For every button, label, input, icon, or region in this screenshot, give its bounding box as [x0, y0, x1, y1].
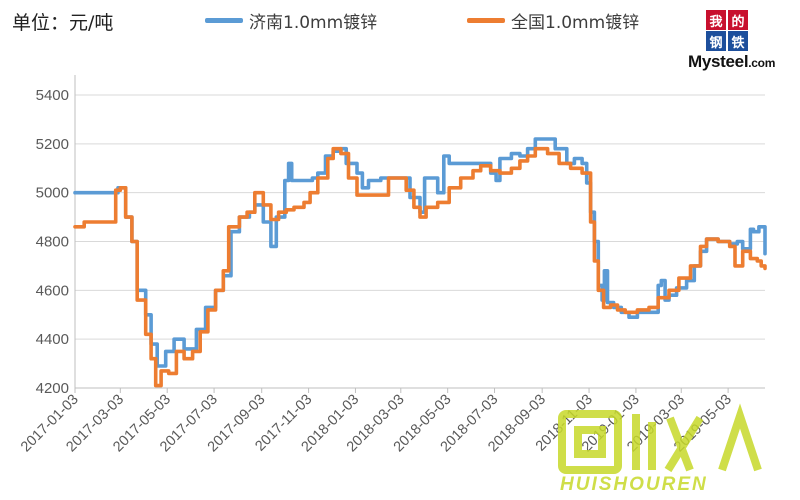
y-tick-label: 5200: [36, 136, 69, 153]
legend-label-jinan: 济南1.0mm镀锌: [249, 12, 378, 33]
y-tick-label: 4400: [36, 331, 69, 348]
series-line-jinan: [73, 137, 767, 368]
watermark-text: HUISHOUREN: [560, 474, 708, 495]
y-tick-label: 4800: [36, 234, 69, 251]
watermark-logo: HUISHOUREN: [540, 400, 770, 500]
logo-char-3: 钢: [706, 31, 726, 51]
y-tick-label: 5000: [36, 185, 69, 202]
logo-text: Mysteel.com: [688, 52, 776, 71]
logo-char-2: 的: [728, 10, 748, 30]
series-line-national: [73, 146, 767, 388]
legend-swatch-jinan: [205, 17, 243, 23]
legend-label-national: 全国1.0mm镀锌: [511, 12, 640, 33]
legend-swatch-national: [467, 17, 505, 23]
logo-char-4: 铁: [728, 31, 748, 51]
watermark-box-outer: [558, 410, 622, 474]
y-tick-label: 5400: [36, 87, 69, 104]
legend-item-national: 全国1.0mm镀锌: [467, 8, 640, 33]
watermark-box-inner: [574, 426, 606, 458]
watermark-peak: [718, 403, 762, 472]
watermark-glyphs: [558, 403, 762, 474]
logo-char-1: 我: [706, 10, 726, 30]
y-tick-label: 4200: [36, 380, 69, 397]
watermark-strokes: [632, 414, 704, 473]
legend-item-jinan: 济南1.0mm镀锌: [205, 8, 378, 33]
y-tick-label: 4600: [36, 282, 69, 299]
mysteel-logo: 我 的 钢 铁 Mysteel.com: [688, 8, 796, 78]
unit-label: 单位：元/吨: [12, 12, 114, 34]
